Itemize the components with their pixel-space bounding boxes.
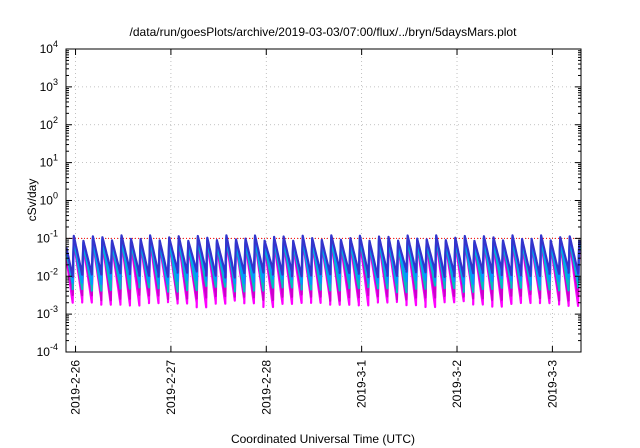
grid	[66, 49, 581, 352]
x-tick-label: 2019-3-2	[450, 360, 464, 408]
plot-frame	[65, 48, 582, 353]
series-group	[65, 234, 582, 309]
y-tick-label: 101	[40, 153, 58, 170]
x-tick-label: 2019-3-3	[545, 360, 559, 408]
x-tick-label: 2019-3-1	[355, 360, 369, 408]
x-tick-label: 2019-2-27	[164, 360, 178, 415]
y-axis-label: cSv/day	[25, 179, 39, 222]
y-tick-label: 100	[40, 191, 58, 208]
y-tick-label: 103	[40, 77, 58, 94]
y-tick-label: 104	[40, 39, 58, 56]
y-tick-label: 10-4	[37, 342, 58, 359]
x-axis: 2019-2-26 2019-2-27 2019-2-28 2019-3-1 2019-…	[69, 49, 559, 415]
x-tick-label: 2019-2-26	[69, 360, 83, 415]
y-tick-label: 10-2	[37, 266, 58, 283]
y-tick-label: 10-3	[37, 304, 58, 321]
x-tick-label: 2019-2-28	[259, 360, 273, 415]
y-axis: 10-4 10-3 10-2 10-1 100 101 102 103 104	[37, 39, 581, 359]
y-tick-label: 10-1	[37, 228, 58, 245]
series-line	[65, 234, 582, 279]
y-tick-label: 102	[40, 115, 58, 132]
chart-title: /data/run/goesPlots/archive/2019-03-03/0…	[130, 25, 518, 39]
x-axis-label: Coordinated Universal Time (UTC)	[231, 432, 415, 446]
